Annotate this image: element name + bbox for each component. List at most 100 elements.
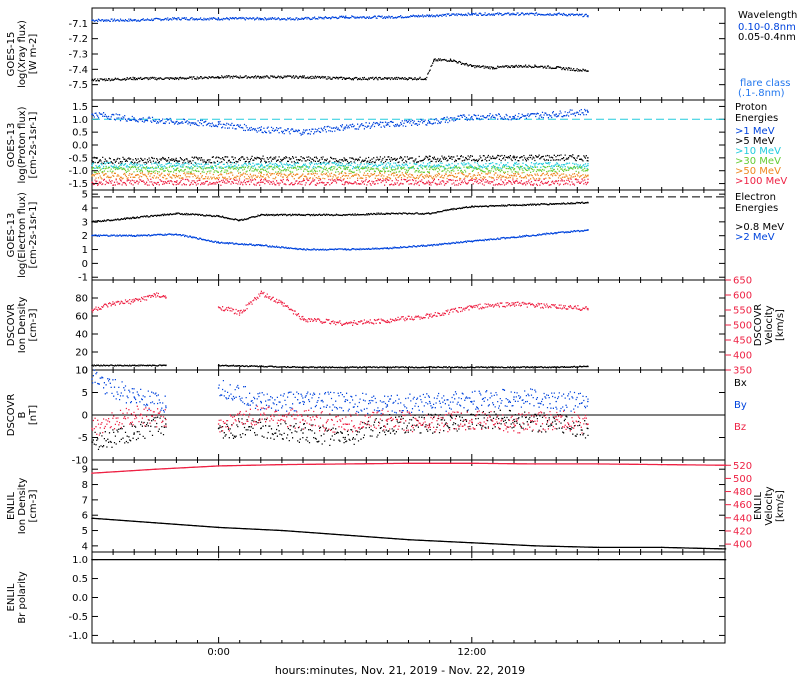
y-axis-label: Br polarity xyxy=(17,571,28,623)
data-point xyxy=(386,77,389,80)
data-point xyxy=(260,427,262,430)
data-point xyxy=(513,303,515,305)
data-point xyxy=(587,14,589,17)
y-axis-label: [nT] xyxy=(28,405,39,425)
y-tick-label: -7.2 xyxy=(68,34,88,45)
series-by xyxy=(92,369,589,415)
data-point xyxy=(471,306,473,308)
data-point xyxy=(217,427,220,430)
data-point xyxy=(217,364,220,367)
y-tick-label: 6 xyxy=(82,511,88,522)
data-point xyxy=(386,418,389,421)
data-point xyxy=(513,175,515,177)
y-tick-label: -0.5 xyxy=(68,612,88,623)
data-point xyxy=(386,366,389,369)
data-point xyxy=(386,319,389,322)
data-point xyxy=(175,233,178,236)
y2-axis-label: ENLIL xyxy=(753,492,764,520)
legend-title: Energies xyxy=(735,113,778,124)
data-point xyxy=(587,229,589,231)
data-point xyxy=(555,366,557,369)
legend-title: Electron xyxy=(735,192,776,203)
y-tick-label: 1 xyxy=(82,245,88,256)
y2-tick-label: 520 xyxy=(733,461,752,472)
data-point xyxy=(555,306,557,308)
y2-tick-label: 600 xyxy=(733,291,752,302)
y-axis-label: Ion Density xyxy=(17,478,28,535)
y2-axis-label: [km/s] xyxy=(775,309,786,341)
data-point xyxy=(433,59,435,61)
data-point xyxy=(281,529,283,532)
y-tick-label: -10 xyxy=(72,456,88,467)
data-point xyxy=(513,157,515,159)
data-point xyxy=(344,168,347,171)
data-point xyxy=(344,400,347,403)
x-tick-label: 0:00 xyxy=(207,647,229,658)
legend-note: (.1-.8nm) xyxy=(738,88,785,99)
series--50-mev xyxy=(92,172,589,180)
data-point xyxy=(260,76,262,78)
data-point xyxy=(302,318,304,320)
data-point xyxy=(513,181,515,184)
data-point xyxy=(534,463,536,465)
data-point xyxy=(555,113,557,115)
data-point xyxy=(154,522,157,524)
data-point xyxy=(555,13,557,15)
y-tick-label: 0 xyxy=(82,259,88,270)
data-point xyxy=(513,168,515,171)
legend-entry: 0.05-0.4nm xyxy=(738,32,796,43)
legend-entry: >30 MeV xyxy=(735,156,781,167)
data-point xyxy=(344,534,347,536)
data-point xyxy=(555,418,557,421)
y-tick-label: 40 xyxy=(75,330,88,341)
data-point xyxy=(302,76,304,78)
legend-title: Proton xyxy=(735,102,767,113)
data-point xyxy=(165,418,167,421)
y-tick-label: 5 xyxy=(82,190,88,201)
legend-entry: >5 MeV xyxy=(735,136,775,147)
data-point xyxy=(471,400,473,403)
data-point xyxy=(260,400,262,403)
y-axis-label: log(Xray flux) xyxy=(17,20,28,88)
series--30-mev xyxy=(92,165,589,174)
data-point xyxy=(91,558,93,561)
data-point xyxy=(471,115,473,118)
legend-entry: Bz xyxy=(734,422,746,433)
y2-tick-label: 500 xyxy=(733,474,752,485)
data-point xyxy=(217,241,220,244)
data-point xyxy=(587,423,589,425)
series--10-mev xyxy=(92,161,589,170)
series--2-mev xyxy=(92,228,589,251)
legend-title: Energies xyxy=(735,203,778,214)
data-point xyxy=(302,214,304,216)
data-point xyxy=(386,247,389,249)
data-point xyxy=(260,414,262,416)
data-point xyxy=(587,110,589,113)
data-point xyxy=(471,542,473,544)
y2-tick-label: 400 xyxy=(733,351,752,362)
x-tick-label: 12:00 xyxy=(457,647,486,658)
data-point xyxy=(471,205,473,208)
data-point xyxy=(133,364,135,367)
data-point xyxy=(175,121,178,123)
data-point xyxy=(555,67,557,69)
data-point xyxy=(217,306,220,308)
data-point xyxy=(424,77,427,80)
y-axis-label: [cm-3] xyxy=(28,489,39,522)
data-point xyxy=(175,181,178,184)
data-point xyxy=(91,181,93,184)
data-point xyxy=(471,462,473,465)
data-point xyxy=(724,464,726,467)
data-point xyxy=(217,387,220,389)
data-point xyxy=(513,423,515,425)
series-bx xyxy=(92,409,589,451)
data-point xyxy=(449,208,452,211)
panel-frame xyxy=(91,551,726,644)
data-point xyxy=(344,423,347,425)
data-point xyxy=(133,234,135,237)
data-point xyxy=(91,517,93,520)
y-tick-label: -1.5 xyxy=(68,179,88,190)
data-point xyxy=(91,441,93,443)
data-point xyxy=(471,240,473,243)
